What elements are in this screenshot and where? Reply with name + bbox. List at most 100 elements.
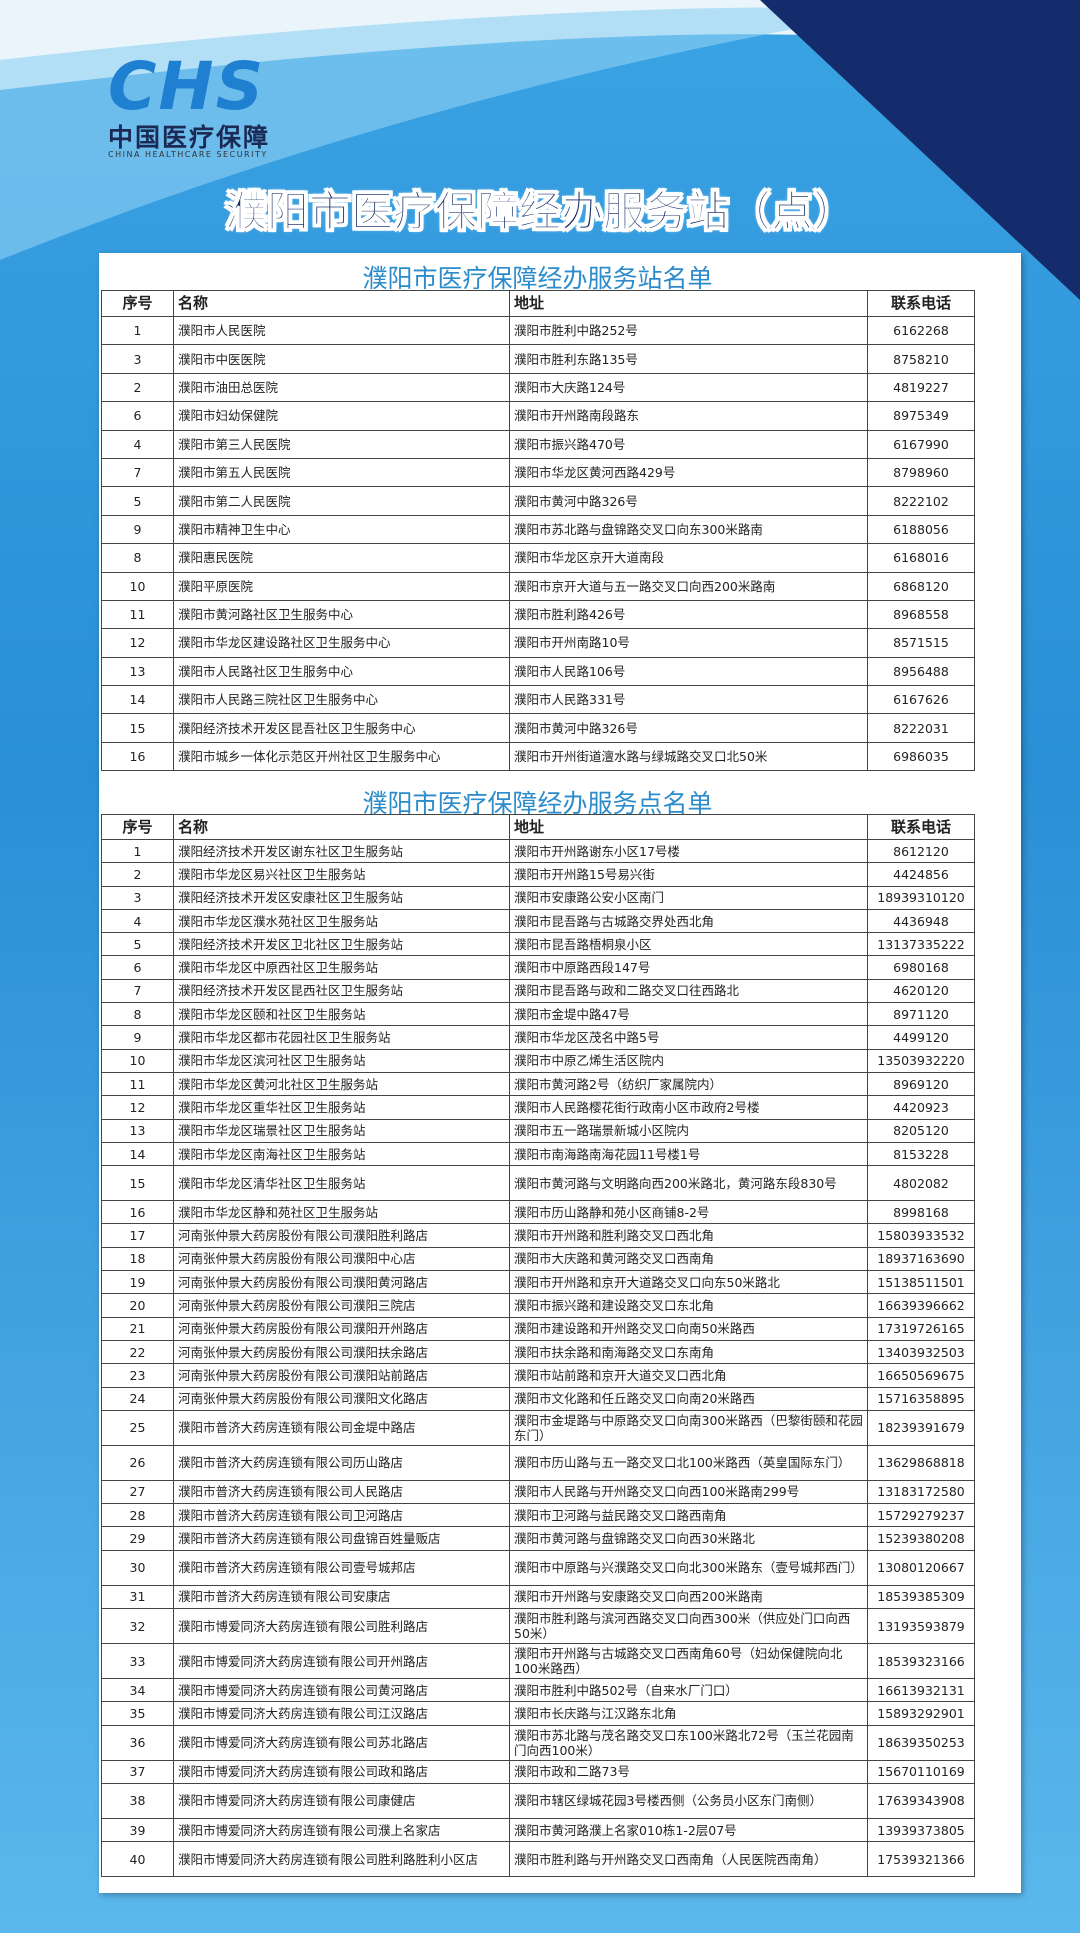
table-cell: 濮阳市开州南路10号 bbox=[509, 628, 868, 658]
table-cell: 8222031 bbox=[867, 713, 975, 743]
table-cell: 6986035 bbox=[867, 741, 975, 772]
table-cell: 濮阳市建设路和开州路交叉口向南50米路西 bbox=[509, 1316, 868, 1341]
table-cell: 16 bbox=[101, 1200, 174, 1225]
table-cell: 6 bbox=[101, 955, 174, 980]
table-cell: 9 bbox=[101, 514, 174, 545]
table-cell: 濮阳市华龙区南海社区卫生服务站 bbox=[173, 1141, 510, 1167]
table-cell: 8612120 bbox=[867, 838, 975, 864]
table-cell: 濮阳市开州路和京开大道路交叉口向东50米路北 bbox=[509, 1270, 868, 1295]
table-cell: 4620120 bbox=[867, 978, 975, 1004]
table-cell: 濮阳市第五人民医院 bbox=[173, 457, 510, 488]
header-row: 序号 名称 地址 联系电话 bbox=[101, 814, 975, 840]
table-cell: 濮阳市五一路瑞景新城小区院内 bbox=[509, 1118, 868, 1143]
table-cell: 12 bbox=[101, 628, 174, 658]
table-cell: 濮阳市开州路15号易兴街 bbox=[509, 862, 868, 887]
logo-text: 中国医疗保障 bbox=[108, 123, 271, 152]
table-cell: 濮阳市黄河路濮上名家010栋1-2层07号 bbox=[509, 1817, 868, 1843]
table-cell: 濮阳市人民路三院社区卫生服务中心 bbox=[173, 685, 510, 715]
table-cell: 濮阳市胜利路与开州路交叉口西南角（人民医院西南角） bbox=[509, 1841, 868, 1878]
table-cell: 濮阳市卫河路与益民路交叉口路西南角 bbox=[509, 1503, 868, 1528]
table-cell: 濮阳市扶余路和南海路交叉口东南角 bbox=[509, 1339, 868, 1365]
table-cell: 濮阳经济技术开发区卫北社区卫生服务站 bbox=[173, 932, 510, 957]
table-cell: 濮阳经济技术开发区昆吾社区卫生服务中心 bbox=[173, 713, 510, 743]
table-cell: 31 bbox=[101, 1584, 174, 1610]
table-cell: 濮阳市人民路与开州路交叉口向西100米路南299号 bbox=[509, 1479, 868, 1505]
table-cell: 22 bbox=[101, 1339, 174, 1365]
page-title: 濮阳市医疗保障经办服务站（点） bbox=[224, 187, 855, 237]
table-row: 6 濮阳市妇幼保健院 濮阳市开州路南段路东 8975349 bbox=[101, 401, 975, 431]
table-row: 11 濮阳市华龙区黄河北社区卫生服务站 濮阳市黄河路2号（纺织厂家属院内） 89691… bbox=[101, 1071, 975, 1097]
table-cell: 濮阳市历山路静和苑小区商铺8-2号 bbox=[509, 1200, 868, 1225]
table-cell: 6168016 bbox=[867, 543, 975, 573]
table-cell: 15239380208 bbox=[867, 1526, 975, 1551]
table-cell: 8971120 bbox=[867, 1002, 975, 1027]
table-cell: 濮阳惠民医院 bbox=[173, 543, 510, 573]
table-cell: 4 bbox=[101, 429, 174, 459]
table-cell: 河南张仲景大药房股份有限公司濮阳三院店 bbox=[173, 1293, 510, 1318]
table-cell: 濮阳市华龙区茂名中路5号 bbox=[509, 1025, 868, 1050]
table-cell: 4802082 bbox=[867, 1165, 975, 1202]
table-cell: 濮阳市胜利路426号 bbox=[509, 599, 868, 630]
table-row: 1 濮阳经济技术开发区谢东社区卫生服务站 濮阳市开州路谢东小区17号楼 8612120 bbox=[101, 838, 975, 864]
column-header: 联系电话 bbox=[867, 290, 975, 317]
table-row: 10 濮阳平原医院 濮阳市京开大道与五一路交叉口向西200米路南 6868120 bbox=[101, 571, 975, 601]
table-cell: 濮阳市博爱同济大药房连锁有限公司政和路店 bbox=[173, 1759, 510, 1784]
table-cell: 1 bbox=[101, 838, 174, 864]
table-row: 14 濮阳市华龙区南海社区卫生服务站 濮阳市南海路南海花园11号楼1号 8153228 bbox=[101, 1141, 975, 1167]
table-cell: 濮阳市京开大道与五一路交叉口向西200米路南 bbox=[509, 571, 868, 601]
table-cell: 12 bbox=[101, 1095, 174, 1120]
table-cell: 15 bbox=[101, 713, 174, 743]
table-cell: 濮阳市黄河路2号（纺织厂家属院内） bbox=[509, 1071, 868, 1097]
table-cell: 濮阳市大庆路和黄河路交叉口西南角 bbox=[509, 1246, 868, 1272]
table-cell: 濮阳市大庆路124号 bbox=[509, 372, 868, 403]
table-cell: 濮阳市金堤路与中原路交叉口向南300米路西（巴黎街颐和花园东门） bbox=[509, 1409, 868, 1446]
table-row: 13 濮阳市华龙区瑞景社区卫生服务站 濮阳市五一路瑞景新城小区院内 8205120 bbox=[101, 1118, 975, 1143]
table-cell: 6 bbox=[101, 401, 174, 431]
table-row: 39 濮阳市博爱同济大药房连锁有限公司濮上名家店 濮阳市黄河路濮上名家010栋1-2… bbox=[101, 1817, 975, 1843]
logo-mark: CHS bbox=[108, 48, 266, 125]
column-header: 联系电话 bbox=[867, 814, 975, 840]
table-row: 23 河南张仲景大药房股份有限公司濮阳站前路店 濮阳市站前路和京开大道交叉口西北角 1… bbox=[101, 1363, 975, 1388]
table-cell: 濮阳市中原路与兴濮路交叉口向北300米路东（壹号城邦西门） bbox=[509, 1549, 868, 1586]
table-cell: 濮阳市黄河路社区卫生服务中心 bbox=[173, 599, 510, 630]
table-row: 11 濮阳市黄河路社区卫生服务中心 濮阳市胜利路426号 8968558 bbox=[101, 599, 975, 630]
table-cell: 濮阳市博爱同济大药房连锁有限公司濮上名家店 bbox=[173, 1817, 510, 1843]
table-cell: 13939373805 bbox=[867, 1817, 975, 1843]
table-cell: 濮阳市普济大药房连锁有限公司金堤中路店 bbox=[173, 1409, 510, 1446]
table-cell: 濮阳市黄河路与盘锦路交叉口向西30米路北 bbox=[509, 1526, 868, 1551]
table-cell: 2 bbox=[101, 862, 174, 887]
table-cell: 濮阳市长庆路与江汉路东北角 bbox=[509, 1701, 868, 1726]
table-cell: 濮阳市胜利东路135号 bbox=[509, 344, 868, 374]
table-cell: 40 bbox=[101, 1841, 174, 1878]
table-cell: 37 bbox=[101, 1759, 174, 1784]
table-cell: 15729279237 bbox=[867, 1503, 975, 1528]
table-row: 32 濮阳市博爱同济大药房连锁有限公司胜利路店 濮阳市胜利路与滨河西路交叉口向西30… bbox=[101, 1608, 975, 1645]
table-row: 28 濮阳市普济大药房连锁有限公司卫河路店 濮阳市卫河路与益民路交叉口路西南角 157… bbox=[101, 1503, 975, 1528]
table-cell: 濮阳市华龙区滨河社区卫生服务站 bbox=[173, 1048, 510, 1073]
table-cell: 29 bbox=[101, 1526, 174, 1551]
table-cell: 6868120 bbox=[867, 571, 975, 601]
table-cell: 26 bbox=[101, 1444, 174, 1481]
table-cell: 濮阳市博爱同济大药房连锁有限公司黄河路店 bbox=[173, 1678, 510, 1703]
table-cell: 7 bbox=[101, 978, 174, 1004]
table-cell: 濮阳市苏北路与茂名路交叉口东100米路北72号（玉兰花园南门向西100米） bbox=[509, 1724, 868, 1761]
column-header: 序号 bbox=[101, 290, 174, 317]
table-cell: 17319726165 bbox=[867, 1316, 975, 1341]
table-row: 14 濮阳市人民路三院社区卫生服务中心 濮阳市人民路331号 6167626 bbox=[101, 685, 975, 715]
table-row: 30 濮阳市普济大药房连锁有限公司壹号城邦店 濮阳市中原路与兴濮路交叉口向北300米… bbox=[101, 1549, 975, 1586]
table-cell: 8968558 bbox=[867, 599, 975, 630]
table-cell: 8571515 bbox=[867, 628, 975, 658]
table-cell: 15716358895 bbox=[867, 1386, 975, 1411]
table-cell: 19 bbox=[101, 1270, 174, 1295]
table-row: 27 濮阳市普济大药房连锁有限公司人民路店 濮阳市人民路与开州路交叉口向西100米路… bbox=[101, 1479, 975, 1505]
table-cell: 濮阳市普济大药房连锁有限公司壹号城邦店 bbox=[173, 1549, 510, 1586]
table-cell: 濮阳市城乡一体化示范区开州社区卫生服务中心 bbox=[173, 741, 510, 772]
table-cell: 11 bbox=[101, 1071, 174, 1097]
table-cell: 30 bbox=[101, 1549, 174, 1586]
table-cell: 濮阳市华龙区易兴社区卫生服务站 bbox=[173, 862, 510, 887]
table-title: 濮阳市医疗保障经办服务站名单 bbox=[362, 264, 713, 293]
table-cell: 8956488 bbox=[867, 656, 975, 687]
table-cell: 濮阳市振兴路和建设路交叉口东北角 bbox=[509, 1293, 868, 1318]
table-cell: 8758210 bbox=[867, 344, 975, 374]
header-row: 序号 名称 地址 联系电话 bbox=[101, 290, 975, 317]
